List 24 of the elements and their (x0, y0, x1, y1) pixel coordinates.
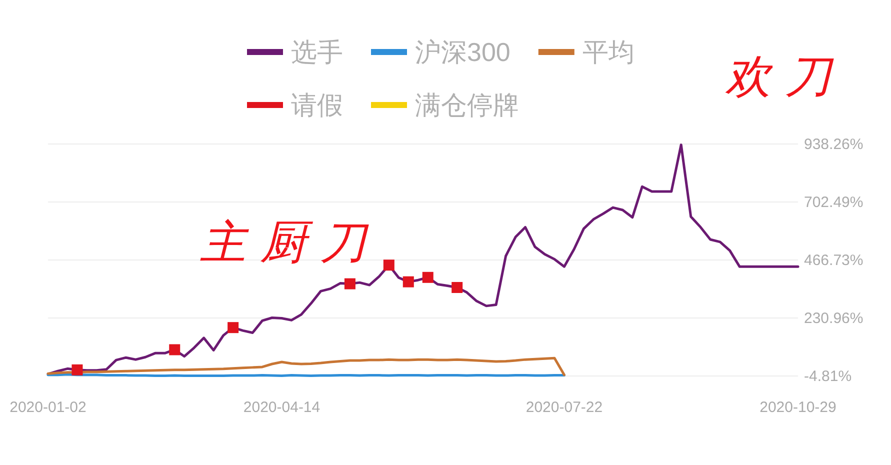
annotation: 主厨刀 (200, 215, 380, 269)
point (72, 364, 83, 376)
x-tick-label: 2020-01-02 (10, 399, 86, 416)
point (452, 282, 463, 293)
legend-label: 平均 (582, 37, 634, 67)
x-tick-label: 2020-07-22 (526, 399, 603, 416)
legend-label: 选手 (291, 37, 343, 67)
point (169, 344, 180, 356)
point (228, 322, 239, 334)
x-tick-label: 2020-10-29 (760, 399, 836, 416)
x-tick-label: 2020-04-14 (243, 399, 320, 416)
point (344, 278, 356, 290)
y-tick-label: 702.49% (804, 194, 864, 211)
point (422, 272, 434, 283)
y-tick-label: -4.81% (804, 368, 852, 385)
y-tick-label: 938.26% (804, 136, 864, 153)
point (402, 276, 414, 288)
legend-label: 满仓停牌 (415, 90, 519, 120)
point (383, 260, 394, 271)
text: 欢刀 (725, 49, 845, 103)
legend-label: 沪深300 (415, 37, 510, 67)
legend-label: 请假 (291, 90, 343, 120)
y-tick-label: 230.96% (804, 310, 864, 327)
y-tick-label: 466.73% (804, 252, 864, 269)
